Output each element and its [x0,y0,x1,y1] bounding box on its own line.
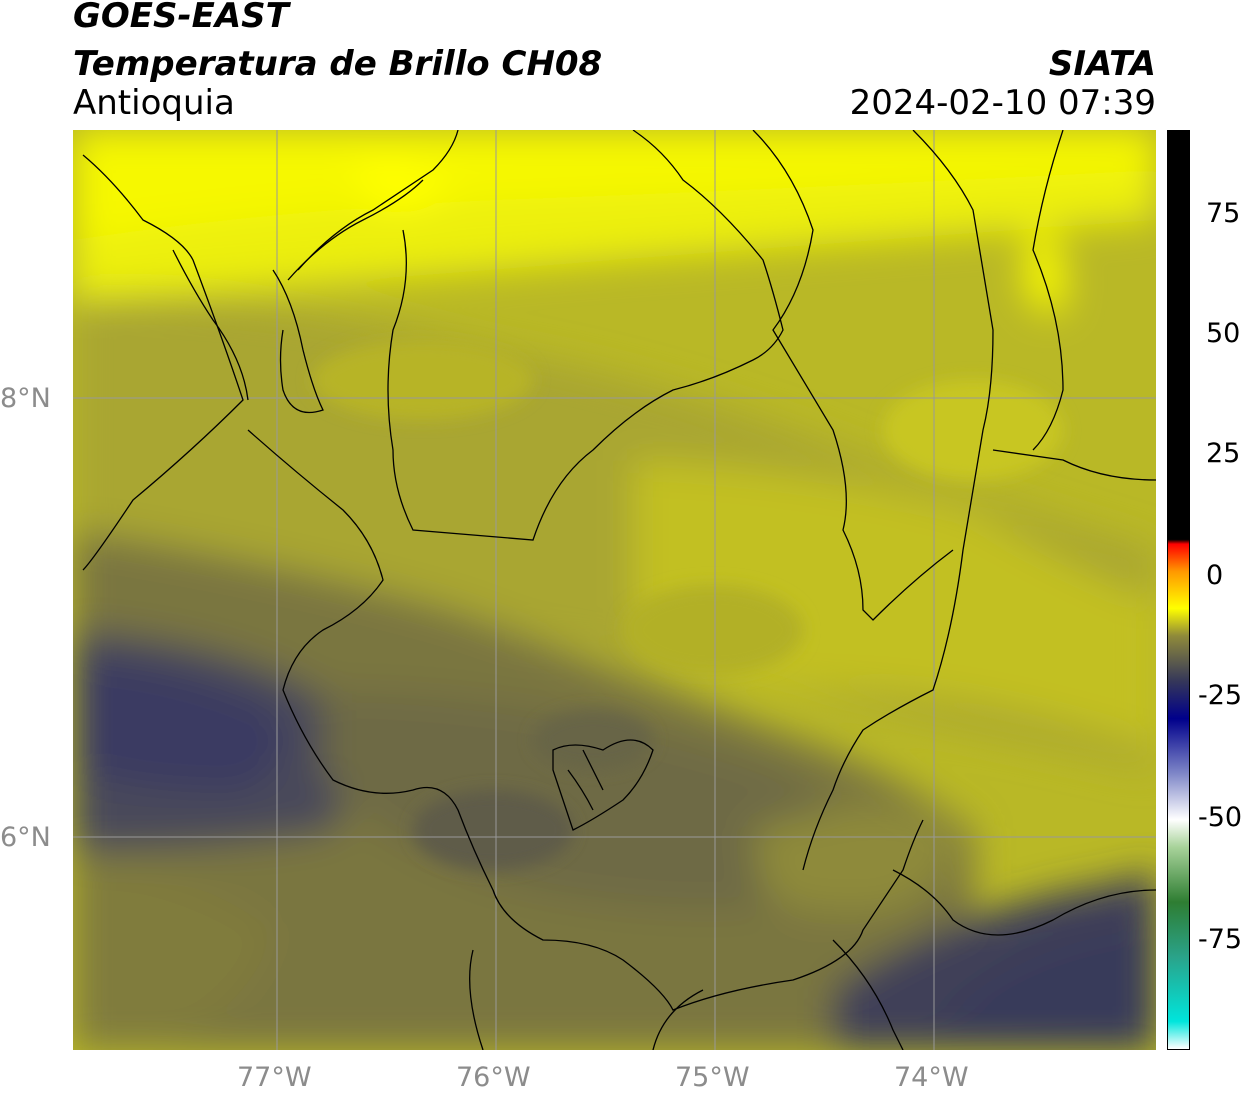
colorbar-label-minus50: -50 [1198,802,1243,833]
colorbar-label-75: 75 [1206,198,1241,229]
boundaries [82,130,1156,1050]
colorbar-label-0: 0 [1206,560,1224,591]
colorbar-label-25: 25 [1206,438,1241,469]
map-svg [73,130,1156,1050]
lon-label-74W: 74°W [894,1062,969,1093]
colorbar-label-50: 50 [1206,318,1241,349]
lon-label-76W: 76°W [456,1062,531,1093]
lat-label-8N: 8°N [0,383,51,414]
lat-label-6N: 6°N [0,822,51,853]
colorbar-label-minus25: -25 [1198,680,1243,711]
region-label: Antioquia [73,83,235,123]
product-title: Temperatura de Brillo CH08 [73,44,603,84]
lon-label-77W: 77°W [237,1062,312,1093]
temperature-field [73,130,1156,1050]
colorbar-label-minus75: -75 [1198,924,1243,955]
lon-label-75W: 75°W [675,1062,750,1093]
colorbar [1167,130,1190,1050]
datetime-label: 2024-02-10 07:39 [849,83,1156,123]
satellite-title: GOES-EAST [73,0,289,36]
brightness-temperature-map [73,130,1156,1050]
organization-label: SIATA [1048,44,1156,84]
field-detail [313,340,1063,870]
